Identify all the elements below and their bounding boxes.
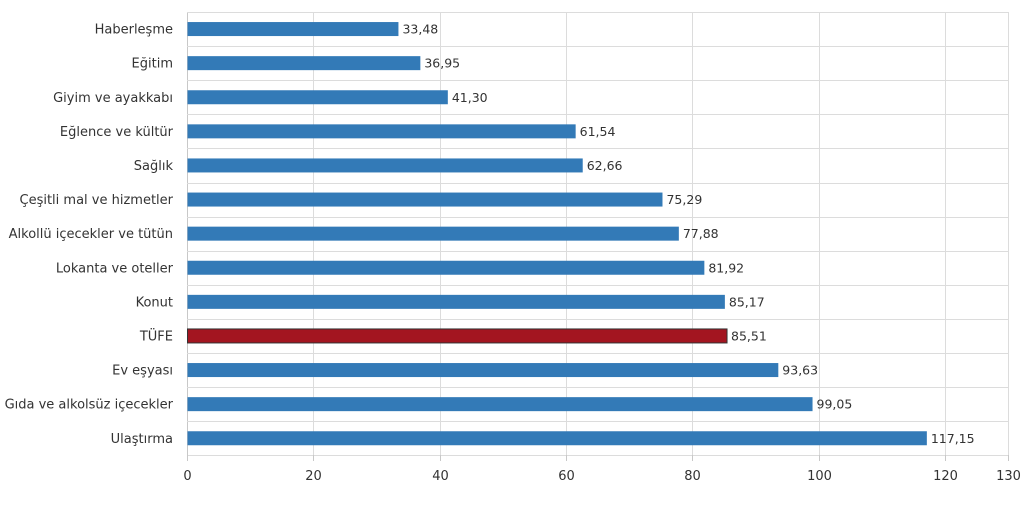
value-label: 33,48 [402,22,438,37]
bar [187,22,399,37]
tick-label: 20 [305,469,322,484]
bar [187,363,779,378]
value-label: 62,66 [587,158,623,173]
category-label: Çeşitli mal ve hizmetler [20,193,174,208]
category-label: Ev eşyası [112,364,173,379]
category-label: Ulaştırma [111,432,173,447]
value-labels: 33,48 36,95 41,30 61,54 62,66 75,29 77,88 81,92… [402,22,974,446]
tick-label: 130 [996,469,1021,484]
value-label: 85,51 [731,328,767,343]
tick-label: 100 [807,469,832,484]
category-label: TÜFE [139,327,173,344]
value-label: 85,17 [729,294,765,309]
category-label: Eğitim [132,57,173,72]
value-label: 99,05 [817,397,853,412]
bar [187,192,663,207]
category-label: Giyim ve ayakkabı [53,91,173,106]
tick-label: 40 [432,469,449,484]
category-labels: Haberleşme Eğitim Giyim ve ayakkabı Eğlence… [5,23,174,447]
bar [187,226,679,241]
tick-label: 120 [933,469,958,484]
grid-layer [187,12,1009,456]
bar [187,158,583,173]
category-label: Alkollü içecekler ve tütün [9,227,173,242]
category-label: Konut [136,295,173,310]
bar [187,56,421,71]
bar [187,328,728,344]
tick-label: 0 [183,469,191,484]
bars-layer [187,22,927,446]
bar [187,397,813,412]
category-label: Haberleşme [95,23,173,38]
value-label: 36,95 [424,56,460,71]
tick-label: 80 [684,469,701,484]
value-label: 81,92 [708,260,744,275]
x-axis-ticks: 0 20 40 60 80 100 120 130 [183,455,1021,484]
value-label: 41,30 [452,90,488,105]
bar [187,260,705,275]
category-label: Sağlık [134,159,174,174]
value-label: 61,54 [580,124,616,139]
value-label: 93,63 [782,363,818,378]
bar [187,294,725,309]
tick-label: 60 [558,469,575,484]
category-label: Lokanta ve oteller [56,261,174,276]
bar [187,124,576,139]
value-label: 75,29 [666,192,702,207]
value-label: 77,88 [683,226,719,241]
bar [187,90,448,105]
bar [187,431,927,446]
value-label: 117,15 [931,431,975,446]
category-label: Eğlence ve kültür [60,125,174,140]
category-label: Gıda ve alkolsüz içecekler [5,398,174,413]
